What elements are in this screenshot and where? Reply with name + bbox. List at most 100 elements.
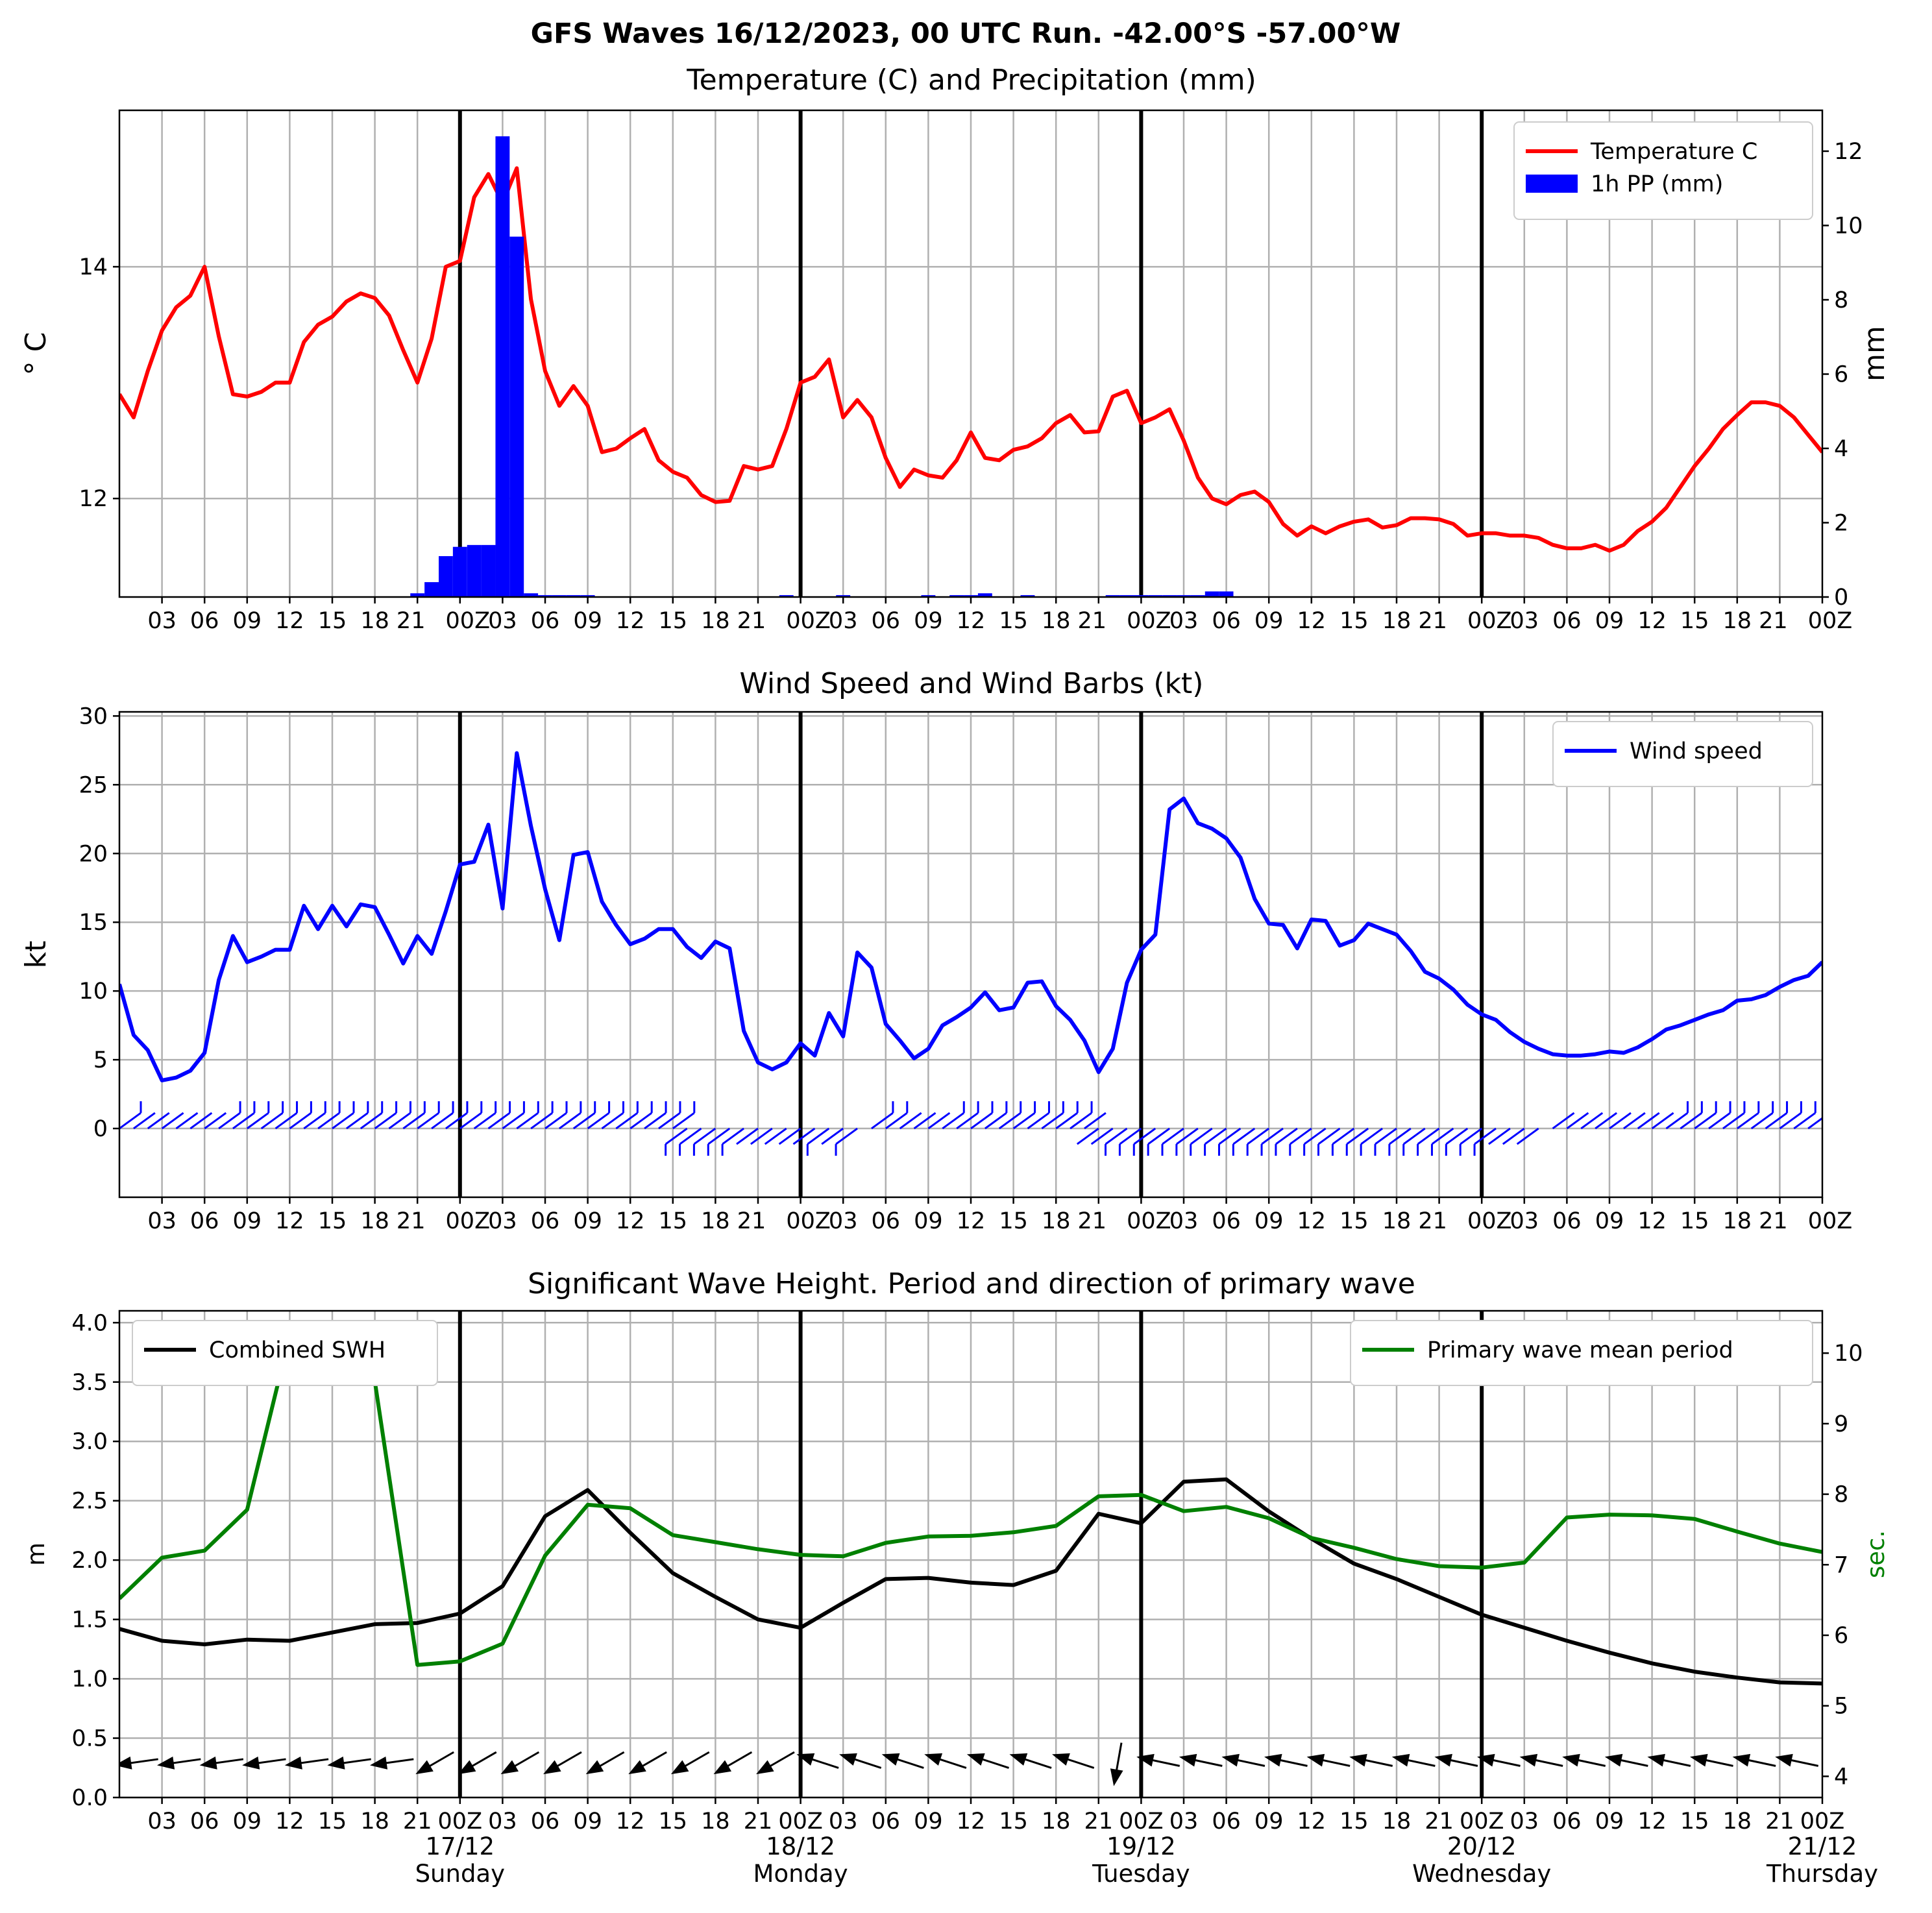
legend: Wind speed bbox=[1552, 721, 1813, 787]
wave-direction-arrow bbox=[1264, 1753, 1308, 1767]
precip-bar bbox=[949, 595, 964, 597]
x-tick-label: 09 bbox=[914, 608, 943, 634]
y-tick-label: 14 bbox=[79, 254, 108, 280]
x-tick-label: 06 bbox=[190, 608, 219, 634]
x-tick-label: 06 bbox=[872, 1809, 901, 1834]
wind-barb-shaft bbox=[1289, 1127, 1312, 1145]
arrow-head bbox=[1391, 1753, 1410, 1767]
x-tick-label: 00Z bbox=[446, 608, 491, 634]
day-weekday-label: Tuesday bbox=[1092, 1860, 1190, 1888]
legend-swatch bbox=[1526, 175, 1578, 193]
wind-barb-shaft bbox=[1722, 1112, 1745, 1130]
arrow-head bbox=[1434, 1753, 1452, 1767]
wind-barb-shaft bbox=[431, 1112, 454, 1130]
wind-barb-shaft bbox=[1090, 1127, 1114, 1145]
y-tick-label: 2.5 bbox=[71, 1489, 108, 1515]
x-tick-label: 06 bbox=[1552, 1809, 1582, 1834]
x-tick-label: 09 bbox=[233, 1809, 262, 1834]
wave-direction-arrow bbox=[1690, 1753, 1733, 1767]
y-axis-label: m bbox=[22, 1542, 50, 1566]
x-tick-label: 00Z bbox=[438, 1809, 483, 1834]
y-tick-label: 5 bbox=[93, 1047, 108, 1073]
wind-barb-shaft bbox=[672, 1112, 695, 1130]
x-tick-label: 18 bbox=[701, 1809, 730, 1834]
wind-barb-shaft bbox=[417, 1112, 440, 1130]
y-right-tick-label: 10 bbox=[1834, 213, 1863, 239]
wave-direction-arrow bbox=[713, 1751, 753, 1775]
x-tick-label: 18 bbox=[1723, 608, 1752, 634]
series-line-primary-wave-mean-period bbox=[119, 1334, 1822, 1667]
y-tick-label: 3.5 bbox=[71, 1370, 108, 1396]
day-date-label: 18/12 bbox=[766, 1833, 835, 1860]
wind-barb-shaft bbox=[644, 1112, 666, 1130]
day-weekday-label: Wednesday bbox=[1412, 1860, 1551, 1888]
x-tick-label: 09 bbox=[1254, 1809, 1284, 1834]
wind-barb-shaft bbox=[1651, 1112, 1674, 1130]
x-tick-label: 03 bbox=[1169, 608, 1199, 634]
x-tick-label: 09 bbox=[914, 1809, 943, 1834]
arrow-head bbox=[327, 1756, 345, 1770]
wave-direction-arrow bbox=[585, 1751, 625, 1775]
wind-barb-shaft bbox=[899, 1112, 922, 1130]
arrow-head bbox=[713, 1760, 732, 1775]
wave-direction-arrow bbox=[1349, 1753, 1393, 1767]
x-tick-label: 15 bbox=[318, 1809, 347, 1834]
wind-barb-shaft bbox=[502, 1112, 525, 1130]
wind-barb-shaft bbox=[1190, 1127, 1213, 1145]
x-tick-label: 06 bbox=[531, 1809, 560, 1834]
panel-3-title: Significant Wave Height. Period and dire… bbox=[528, 1267, 1415, 1300]
wave-direction-arrow bbox=[1604, 1753, 1648, 1767]
wind-barb-shaft bbox=[1637, 1112, 1660, 1130]
series-line-combined-swh bbox=[119, 1477, 1822, 1686]
wind-barb-shaft bbox=[459, 1112, 482, 1130]
x-tick-label: 00Z bbox=[1467, 608, 1512, 634]
wind-barb-shaft bbox=[679, 1127, 702, 1145]
precip-bar bbox=[1134, 595, 1149, 597]
y-tick-label: 12 bbox=[79, 486, 108, 512]
arrow-head bbox=[369, 1756, 388, 1770]
wind-barb-shaft bbox=[402, 1112, 426, 1130]
x-tick-label: 18 bbox=[1042, 1208, 1071, 1234]
y-tick-label: 25 bbox=[79, 772, 108, 798]
x-tick-label: 18 bbox=[360, 1809, 389, 1834]
wind-barb-shaft bbox=[487, 1112, 511, 1130]
panel-1-title: Temperature (C) and Precipitation (mm) bbox=[686, 64, 1256, 97]
legend-label: Combined SWH bbox=[209, 1337, 385, 1363]
x-tick-label: 00Z bbox=[1467, 1208, 1512, 1234]
x-tick-label: 00Z bbox=[1127, 608, 1171, 634]
wave-direction-arrow bbox=[924, 1753, 967, 1769]
x-tick-label: 15 bbox=[659, 1208, 688, 1234]
panel-2-title: Wind Speed and Wind Barbs (kt) bbox=[740, 667, 1204, 700]
precip-bar bbox=[1204, 591, 1219, 597]
y-right-tick-label: 4 bbox=[1834, 436, 1848, 462]
x-tick-label: 18 bbox=[701, 608, 730, 634]
x-tick-label: 21 bbox=[737, 608, 766, 634]
plot-frame bbox=[118, 1310, 1824, 1799]
day-weekday-label: Monday bbox=[753, 1860, 848, 1888]
x-tick-label: 09 bbox=[573, 1208, 602, 1234]
arrow-head bbox=[156, 1756, 175, 1770]
precip-bar bbox=[439, 556, 453, 597]
x-tick-label: 12 bbox=[616, 1208, 645, 1234]
x-tick-label: 21 bbox=[1084, 1809, 1114, 1834]
wind-barb-shaft bbox=[445, 1112, 468, 1130]
wind-barb-shaft bbox=[1375, 1127, 1397, 1145]
x-tick-label: 21 bbox=[1759, 608, 1788, 634]
y-tick-label: 2.0 bbox=[71, 1548, 108, 1574]
wind-barb-shaft bbox=[1402, 1127, 1426, 1145]
x-tick-label: 09 bbox=[233, 1208, 262, 1234]
x-tick-label: 03 bbox=[147, 1208, 177, 1234]
x-tick-label: 18 bbox=[1382, 1809, 1412, 1834]
wind-barb-shaft bbox=[615, 1112, 639, 1130]
wave-direction-arrow bbox=[1009, 1753, 1052, 1769]
day-weekday-label: Sunday bbox=[415, 1860, 505, 1888]
wind-barb-shaft bbox=[913, 1112, 936, 1130]
x-tick-label: 12 bbox=[1297, 608, 1327, 634]
wind-barb-shaft bbox=[473, 1112, 496, 1130]
y-tick-label: 0.0 bbox=[71, 1785, 108, 1811]
x-tick-label: 06 bbox=[872, 1208, 901, 1234]
arrow-head bbox=[1179, 1753, 1197, 1767]
day-date-label: 20/12 bbox=[1447, 1833, 1517, 1860]
arrow-head bbox=[1690, 1753, 1708, 1767]
